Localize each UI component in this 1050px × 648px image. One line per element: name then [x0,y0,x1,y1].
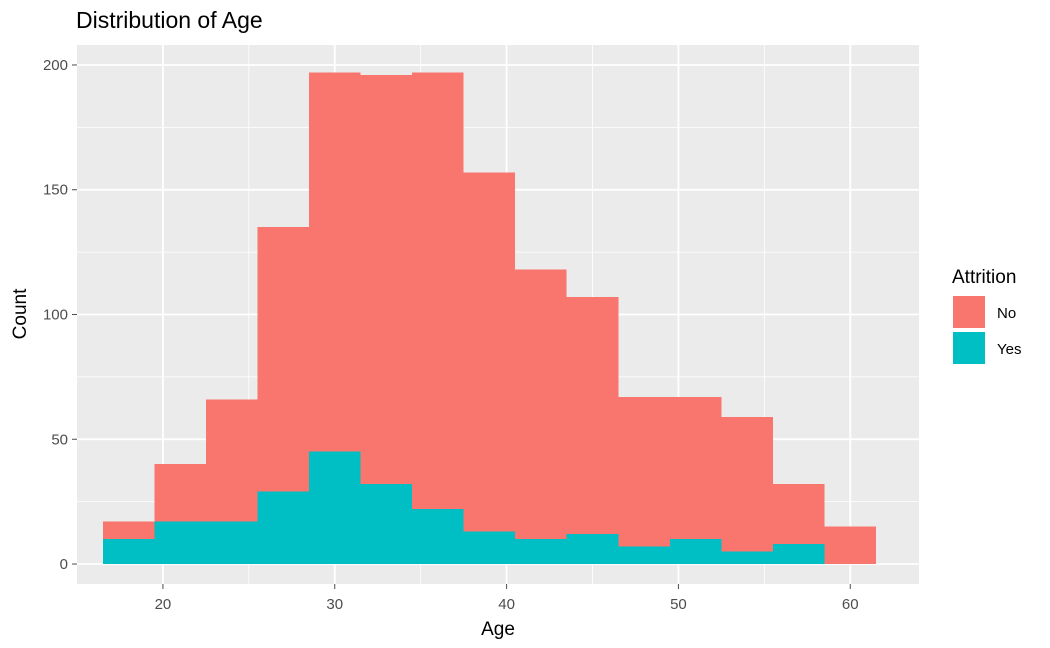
bar-no [360,74,413,485]
bar-no [618,396,670,547]
bar-no [463,172,516,532]
legend-label-no: No [997,305,1016,322]
x-tick-label: 20 [155,596,172,613]
bar-yes [618,546,670,565]
bar-no [205,399,258,522]
x-axis: 20 30 40 50 60 [155,584,859,613]
bar-yes [669,539,722,565]
bar-yes [721,551,773,565]
histogram-bars [102,72,877,565]
bar-yes [772,544,825,565]
legend-swatch-no [953,296,985,328]
bar-no [669,396,722,540]
bar-no [721,416,773,552]
bar-no [154,464,206,522]
bar-no [515,269,567,540]
y-tick-label: 100 [43,307,68,324]
x-tick-label: 50 [670,596,687,613]
legend-swatch-yes [953,332,985,364]
bar-no [566,297,619,535]
bar-yes [566,534,619,565]
x-axis-title: Age [481,619,515,640]
bar-yes [360,484,413,565]
x-tick-label: 60 [842,596,859,613]
bar-yes [257,491,309,565]
y-tick-label: 150 [43,182,68,199]
bar-no [257,227,309,492]
bar-yes [308,451,361,565]
bar-no [824,526,877,565]
legend-title: Attrition [952,267,1016,288]
bar-yes [412,509,464,565]
y-tick-label: 0 [60,556,68,573]
bar-yes [102,539,155,565]
bar-no [772,484,825,545]
legend-items: No Yes [953,296,1021,364]
y-axis: 0 50 100 150 200 [43,57,77,573]
chart-title: Distribution of Age [76,7,263,33]
bar-yes [463,531,516,565]
bar-no [412,72,464,510]
y-tick-label: 50 [51,431,68,448]
bar-no [102,521,155,540]
y-tick-label: 200 [43,57,68,74]
y-axis-title: Count [10,288,31,339]
bar-yes [154,521,206,565]
legend: Attrition No Yes [952,267,1021,364]
bar-yes [205,521,258,565]
legend-label-yes: Yes [997,341,1021,358]
x-tick-label: 40 [498,596,515,613]
bar-yes [515,539,567,565]
x-tick-label: 30 [326,596,343,613]
bar-no [308,72,361,452]
